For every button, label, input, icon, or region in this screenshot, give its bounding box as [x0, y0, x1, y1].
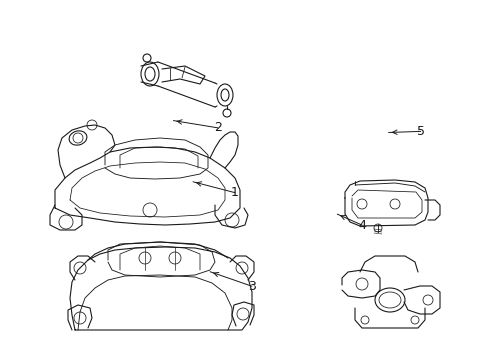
Text: 4: 4 — [357, 219, 365, 231]
Text: 2: 2 — [213, 121, 221, 134]
Text: 1: 1 — [230, 186, 238, 199]
Text: 5: 5 — [416, 125, 424, 138]
Text: 3: 3 — [247, 280, 255, 293]
